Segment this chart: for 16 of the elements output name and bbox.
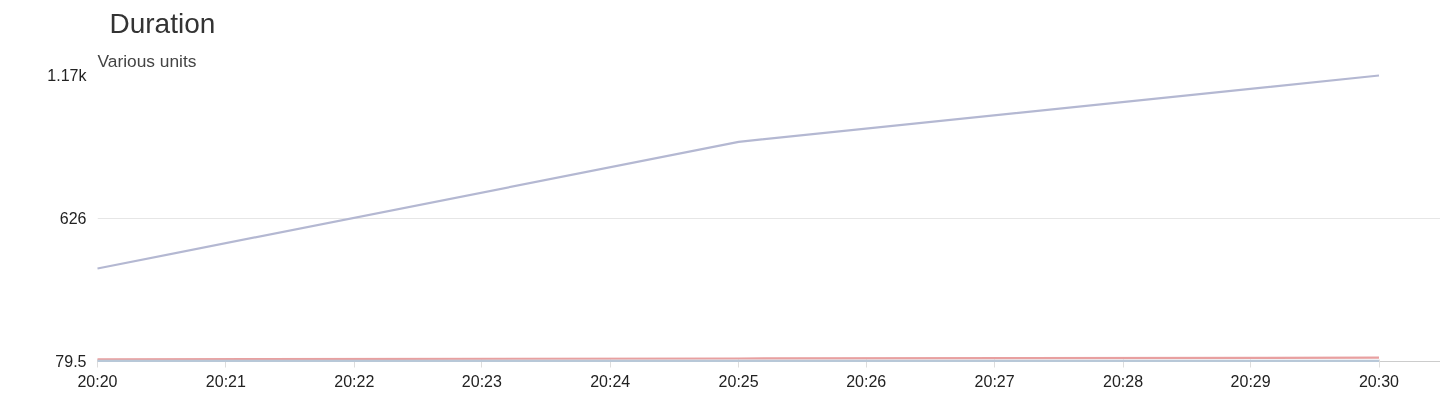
- y-tick-label: 79.5: [55, 353, 87, 370]
- x-tick-label: 20:20: [77, 372, 118, 390]
- x-tick-label: 20:22: [334, 372, 375, 390]
- x-tick-label: 20:24: [590, 372, 631, 390]
- x-tick-label: 20:21: [205, 372, 246, 390]
- x-tick-label: 20:30: [1358, 372, 1400, 390]
- x-tick-label: 20:26: [846, 372, 887, 390]
- x-tick-label: 20:25: [718, 372, 759, 390]
- x-tick-label: 20:27: [974, 372, 1015, 390]
- x-tick-label: 20:29: [1230, 372, 1271, 390]
- chart-title: Duration: [109, 7, 216, 39]
- x-tick-label: 20:28: [1102, 372, 1144, 390]
- y-tick-label: 626: [59, 209, 87, 227]
- y-axis-title: Various units: [97, 50, 197, 71]
- y-tick-label: 1.17k: [47, 67, 88, 84]
- x-tick-label: 20:23: [461, 372, 502, 390]
